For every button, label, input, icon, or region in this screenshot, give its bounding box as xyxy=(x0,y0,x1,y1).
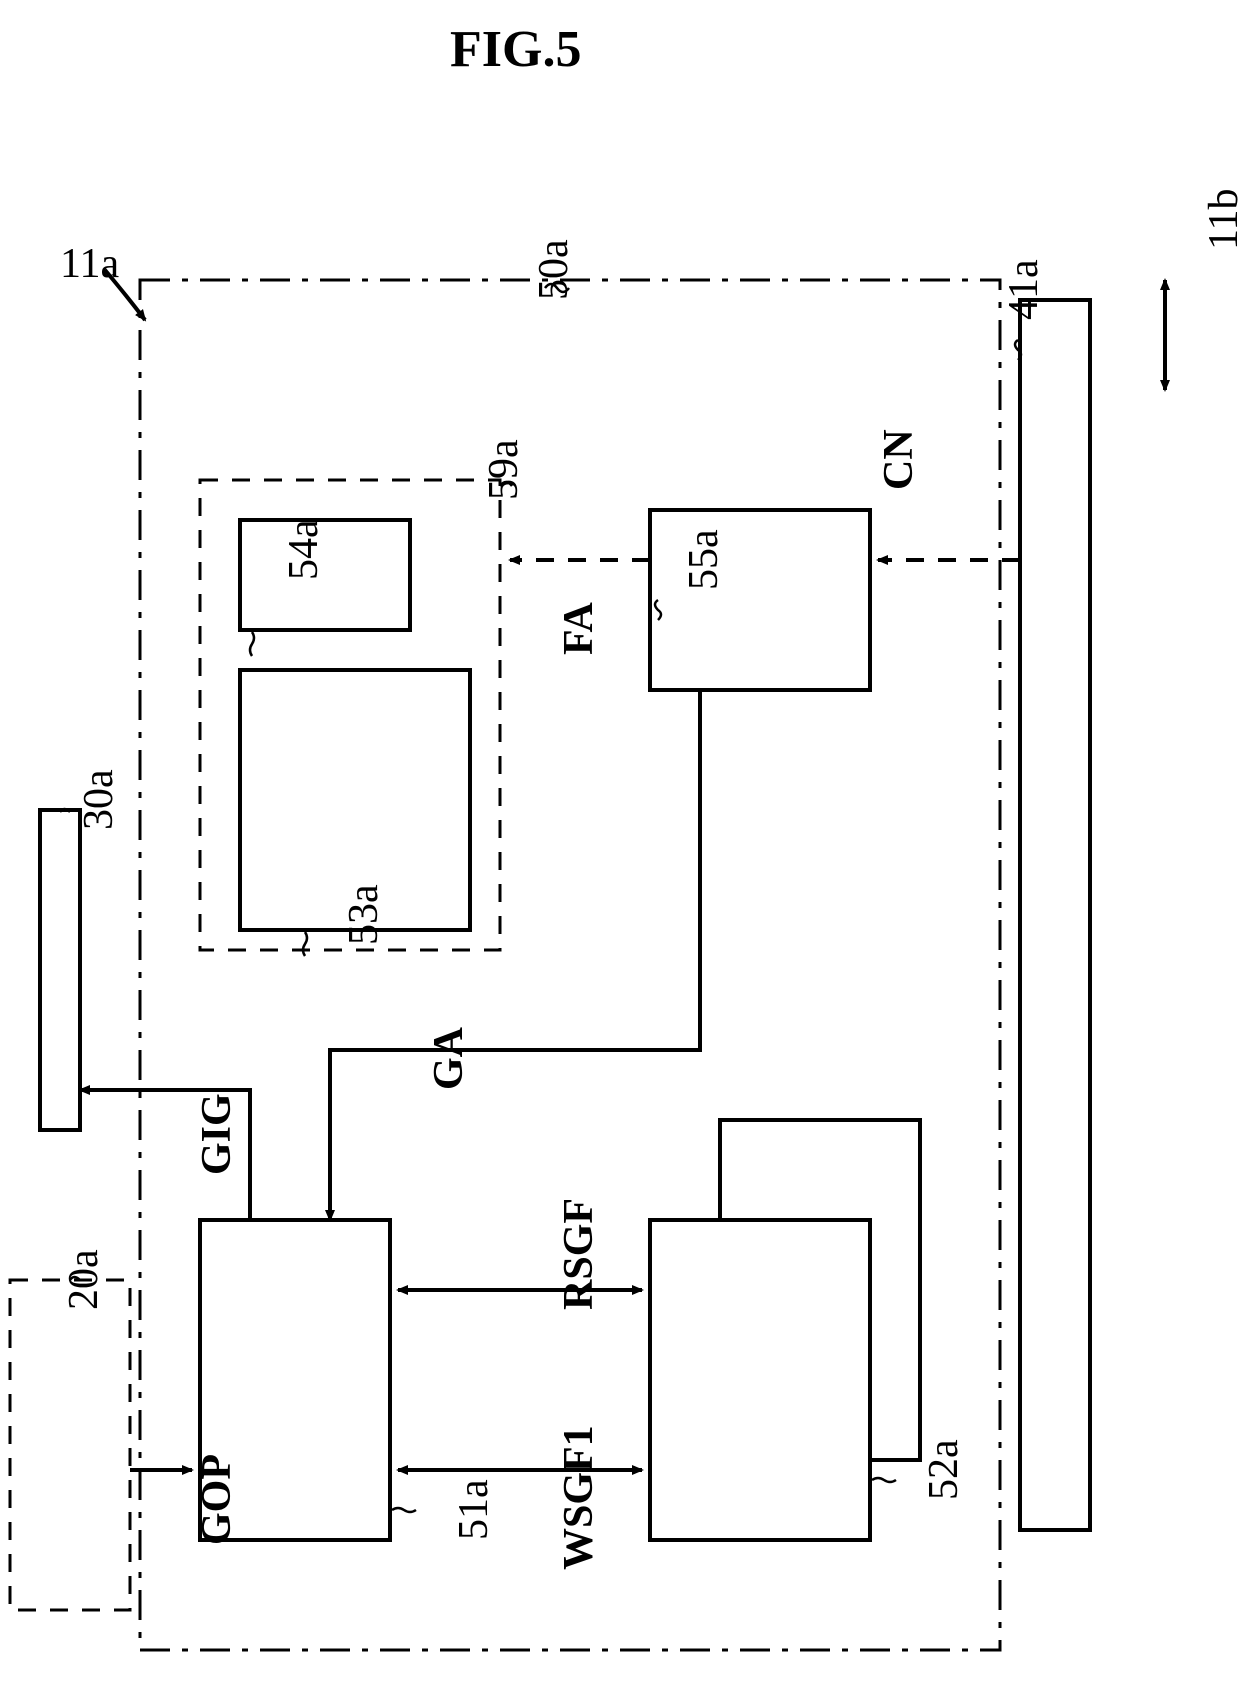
label-30a: 30a xyxy=(75,769,123,830)
label-41a: 41a xyxy=(1000,259,1048,320)
label-54a: 54a xyxy=(280,519,328,580)
label-cn: CN xyxy=(875,429,923,490)
leader-52a xyxy=(872,1478,896,1482)
figure-title: FIG.5 xyxy=(450,20,581,79)
label-20a: 20a xyxy=(60,1249,108,1310)
label-ga: GA xyxy=(425,1027,473,1090)
label-52a: 52a xyxy=(920,1439,968,1500)
leader-54a xyxy=(250,632,254,656)
label-11a: 11a xyxy=(60,240,119,288)
box-41a xyxy=(1020,300,1090,1530)
box-52a xyxy=(650,1220,870,1540)
label-wsgf1: WSGF1 xyxy=(555,1425,603,1570)
box-30a xyxy=(40,810,80,1130)
label-rsgf: RSGF xyxy=(555,1198,603,1310)
label-gig: GIG xyxy=(193,1093,241,1175)
label-51a: 51a xyxy=(450,1479,498,1540)
box-20a xyxy=(10,1280,130,1610)
label-gop: GOP xyxy=(193,1454,241,1545)
leader-53a xyxy=(303,932,307,956)
leader-51a xyxy=(392,1508,416,1512)
label-11b: 11b xyxy=(1200,189,1240,250)
label-fa: FA xyxy=(555,602,603,655)
label-50a: 50a xyxy=(530,239,578,300)
label-59a: 59a xyxy=(480,439,528,500)
label-55a: 55a xyxy=(680,529,728,590)
label-53a: 53a xyxy=(340,884,388,945)
